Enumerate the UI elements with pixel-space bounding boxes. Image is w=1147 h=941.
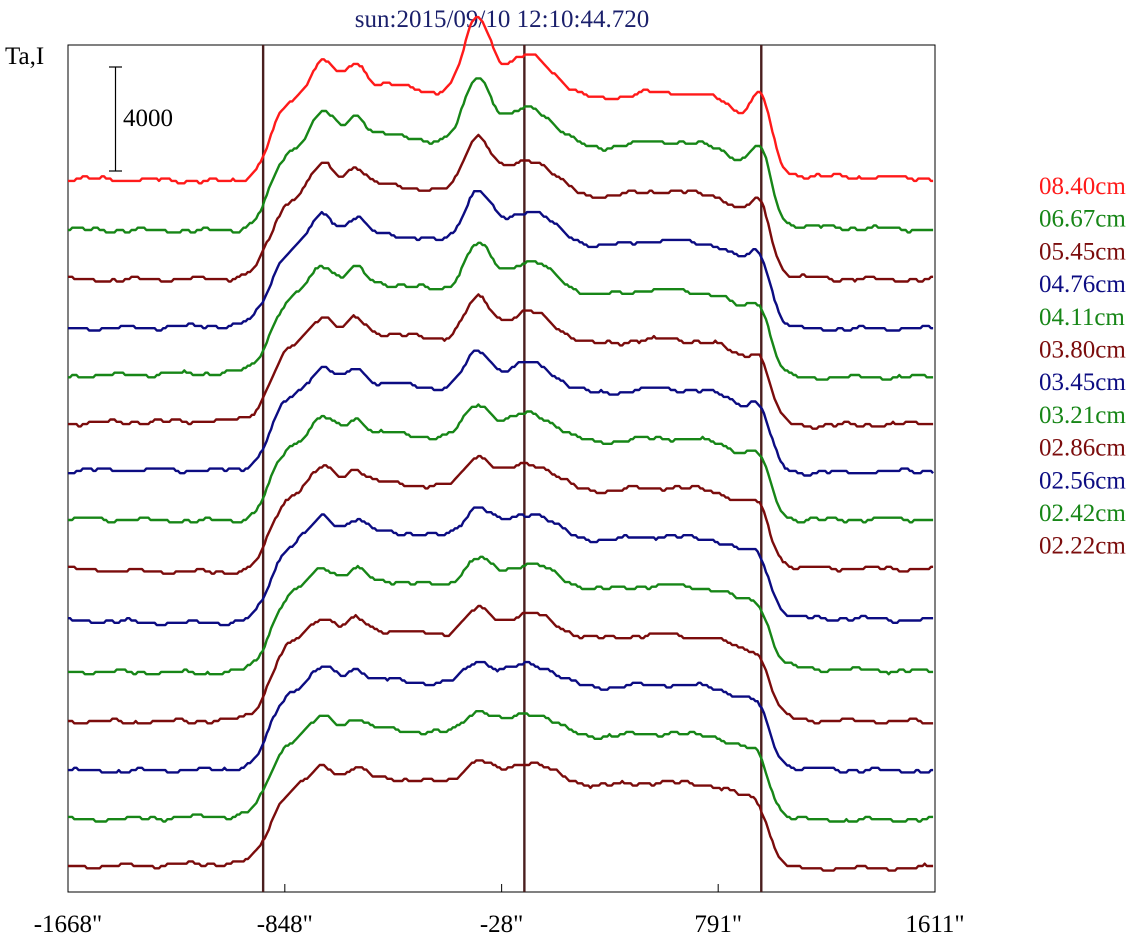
- chart-title: sun:2015/09/10 12:10:44.720: [355, 6, 649, 33]
- series-line-unlabeled: [68, 660, 934, 774]
- x-axis-ticks: -1668" -848" -28" 791" 1611": [34, 884, 965, 938]
- series-line: [68, 293, 934, 430]
- series-line: [68, 133, 934, 283]
- series-line-unlabeled: [68, 710, 934, 823]
- series-line: [68, 555, 934, 676]
- series-line: [68, 454, 934, 575]
- legend-entry: 02.42cm: [1039, 500, 1126, 527]
- series-line: [68, 241, 934, 381]
- scale-bar: 4000: [109, 66, 173, 172]
- x-tick-label: 1611": [905, 911, 964, 938]
- legend-entry: 02.56cm: [1039, 467, 1126, 494]
- legend-entry: 03.80cm: [1039, 337, 1126, 364]
- legend-entry: 02.86cm: [1039, 435, 1126, 462]
- x-tick-label: -1668": [34, 911, 103, 938]
- series-line: [68, 15, 934, 185]
- vertical-markers: [261, 45, 763, 892]
- series-line-unlabeled: [68, 759, 934, 872]
- legend-entry: 03.45cm: [1039, 369, 1126, 396]
- scale-bar-label: 4000: [123, 105, 173, 132]
- x-tick-label: -848": [257, 911, 313, 938]
- x-tick-label: 791": [694, 911, 742, 938]
- legend-entry: 06.67cm: [1039, 206, 1126, 233]
- x-tick-label: -28": [480, 911, 524, 938]
- series-line: [68, 506, 934, 627]
- legend-entry: 04.76cm: [1039, 271, 1126, 298]
- series-line: [68, 349, 934, 477]
- y-axis-label: Ta,I: [5, 43, 44, 70]
- series-line: [68, 189, 934, 332]
- series-line: [68, 604, 934, 725]
- legend-entry: 03.21cm: [1039, 402, 1126, 429]
- series-group: [68, 15, 934, 872]
- series-line: [68, 403, 934, 524]
- legend-entry: 05.45cm: [1039, 238, 1126, 265]
- legend-entry: 08.40cm: [1039, 173, 1126, 200]
- legend: 08.40cm 06.67cm 05.45cm 04.76cm 04.11cm 03.80…: [1039, 173, 1126, 560]
- legend-entry: 02.22cm: [1039, 533, 1126, 560]
- series-line: [68, 77, 934, 234]
- legend-entry: 04.11cm: [1039, 304, 1125, 331]
